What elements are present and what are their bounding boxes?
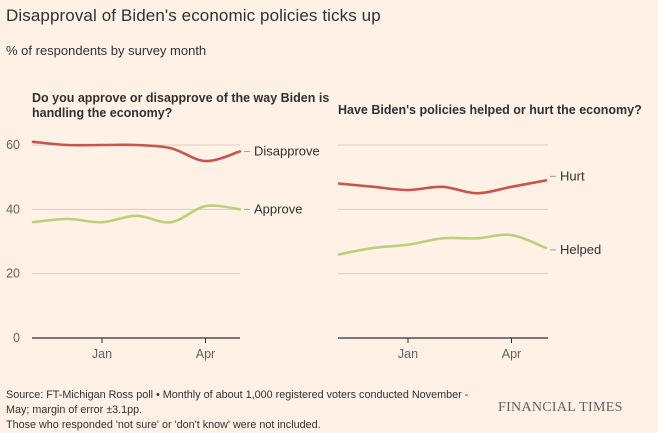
- x-tick-label: Jan: [398, 347, 418, 361]
- x-tick-label: Jan: [92, 347, 112, 361]
- series-label-hurt: Hurt: [560, 168, 585, 183]
- series-label-helped: Helped: [560, 242, 601, 257]
- series-label-approve: Approve: [254, 201, 302, 216]
- y-tick-label: 40: [6, 202, 20, 216]
- panel-1-question-line: handling the economy?: [32, 106, 172, 120]
- ft-brand: FINANCIAL TIMES: [498, 400, 623, 415]
- exclusion-note: Those who responded 'not sure' or 'don't…: [6, 419, 321, 431]
- footer-notes: Source: FT-Michigan Ross poll • Monthly …: [6, 388, 476, 433]
- series-line-helped: [337, 233, 548, 256]
- x-tick-label: Apr: [502, 347, 521, 361]
- source-note: Source: FT-Michigan Ross poll • Monthly …: [6, 389, 469, 416]
- y-tick-label: 60: [6, 138, 20, 152]
- y-tick-label: 20: [6, 267, 20, 281]
- chart-subtitle: % of respondents by survey month: [6, 43, 207, 58]
- x-tick-label: Apr: [196, 347, 215, 361]
- series-line-approve: [31, 204, 242, 224]
- panel-1-question-line: Do you approve or disapprove of the way …: [32, 91, 329, 105]
- series-label-disapprove: Disapprove: [254, 143, 320, 158]
- panel-2-question-line: Have Biden's policies helped or hurt the…: [338, 103, 642, 117]
- series-line-hurt: [337, 179, 548, 195]
- y-tick-label: 0: [13, 331, 20, 345]
- series-line-disapprove: [31, 140, 242, 163]
- chart-title: Disapproval of Biden's economic policies…: [6, 6, 381, 25]
